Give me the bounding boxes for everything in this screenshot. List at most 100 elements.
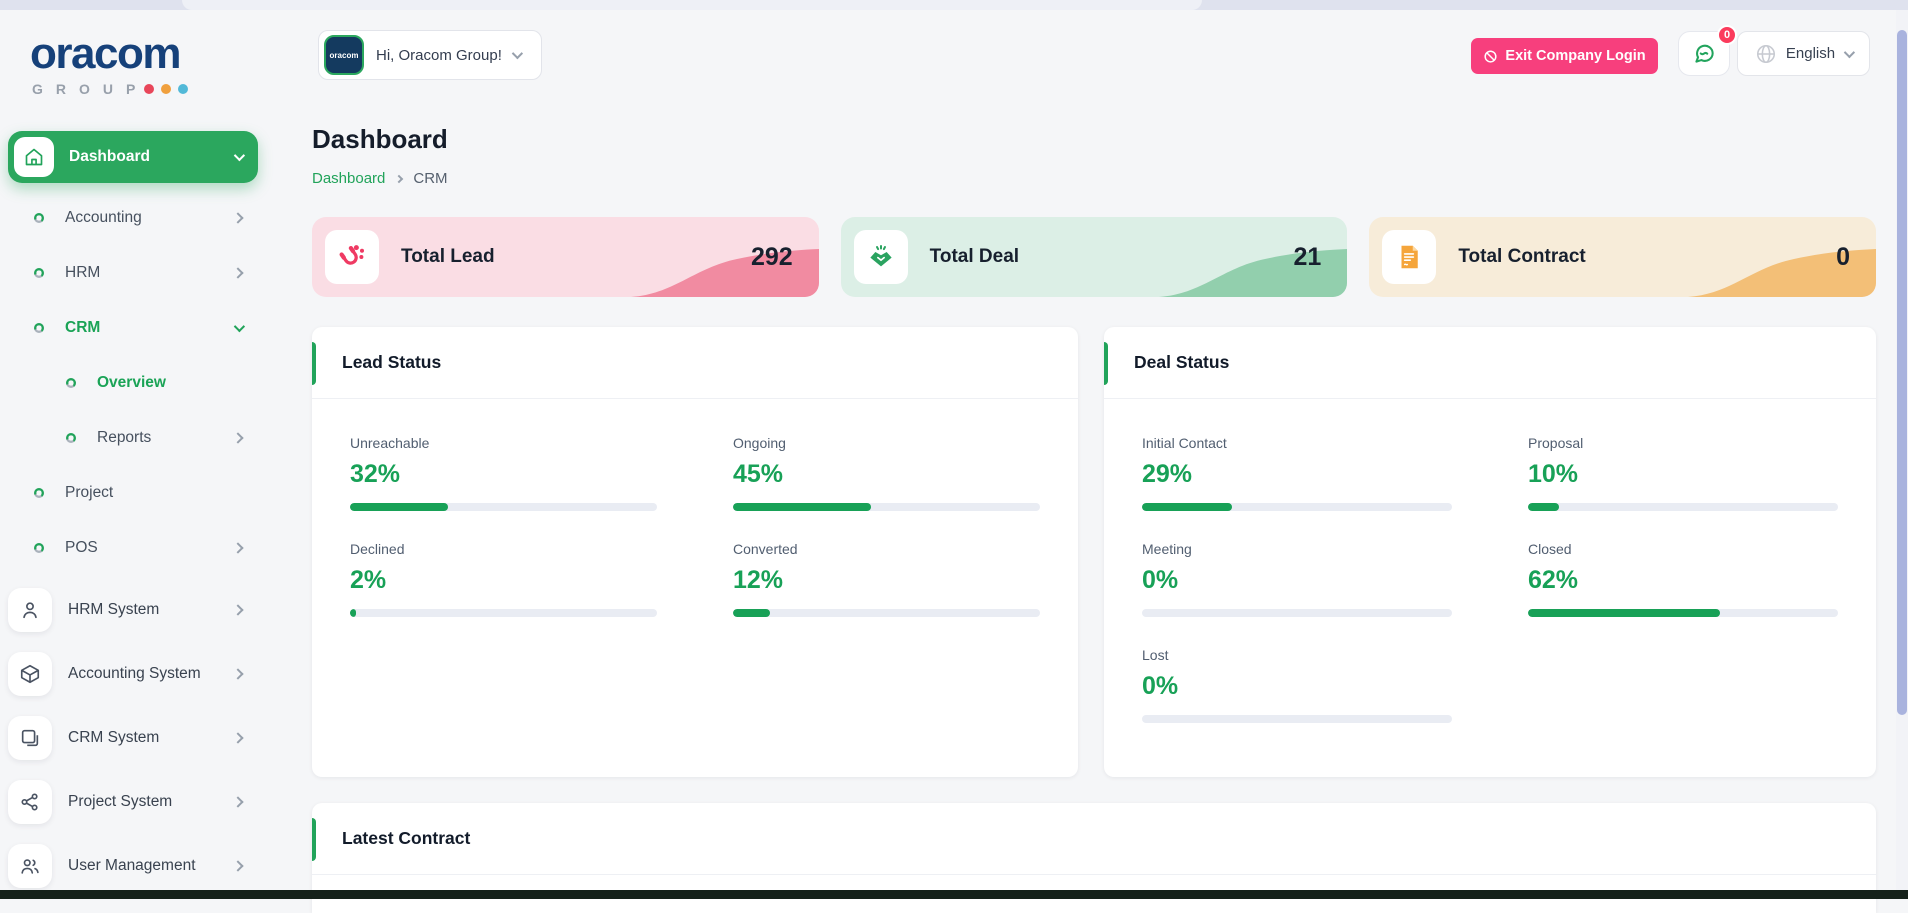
bullet-icon (66, 433, 76, 443)
chevron-right-icon (232, 796, 244, 808)
sidebar-item-project[interactable]: Project (8, 470, 258, 516)
sidebar-item-crm-system[interactable]: CRM System (8, 708, 258, 768)
sidebar-item-user-management[interactable]: User Management (8, 836, 258, 896)
sidebar-item-crm-reports[interactable]: Reports (8, 415, 258, 461)
language-label: English (1785, 45, 1836, 62)
bullet-icon (34, 323, 44, 333)
brand-logo: oracom GROUP (30, 32, 240, 97)
stat-value: 0 (1836, 242, 1851, 271)
sidebar-item-label: Project (65, 484, 114, 501)
progress-track (1528, 609, 1838, 617)
browser-tab-shape (182, 0, 1202, 10)
browser-top-strip (0, 0, 1908, 10)
sidebar-item-label: Project System (68, 793, 173, 810)
stat-label: Total Deal (929, 246, 1020, 267)
sidebar-item-hrm-system[interactable]: HRM System (8, 580, 258, 640)
users-icon (8, 844, 52, 888)
metric-label: Meeting (1142, 541, 1192, 557)
person-icon (8, 588, 52, 632)
stat-value: 292 (750, 242, 793, 271)
sidebar-item-label: CRM System (68, 729, 160, 746)
accent-bar (1104, 342, 1108, 385)
metric-label: Declined (350, 541, 405, 557)
chevron-down-icon (233, 149, 246, 162)
scrollbar-thumb[interactable] (1897, 30, 1907, 715)
page-title: Dashboard (312, 124, 448, 154)
metric-value: 10% (1528, 460, 1579, 488)
sidebar-item-accounting-system[interactable]: Accounting System (8, 644, 258, 704)
contract-document-icon (1382, 230, 1437, 284)
sidebar-item-hrm[interactable]: HRM (8, 250, 258, 296)
status-row: Lead Status Unreachable 32% Ongoing 45% … (312, 327, 1876, 777)
metric-label: Ongoing (733, 435, 786, 451)
metric-unreachable: Unreachable 32% (350, 435, 657, 511)
deal-status-panel: Deal Status Initial Contact 29% Proposal… (1104, 327, 1876, 777)
metric-label: Proposal (1528, 435, 1584, 451)
metric-value: 0% (1142, 566, 1179, 594)
sidebar-item-crm-overview[interactable]: Overview (8, 360, 258, 406)
progress-track (350, 503, 657, 511)
metric-value: 29% (1142, 460, 1193, 488)
metric-label: Unreachable (350, 435, 430, 451)
sidebar-item-pos[interactable]: POS (8, 525, 258, 571)
metric-proposal: Proposal 10% (1528, 435, 1838, 511)
metric-closed: Closed 62% (1528, 541, 1838, 617)
share-nodes-icon (8, 780, 52, 824)
deal-metrics: Initial Contact 29% Proposal 10% Meeting… (1104, 399, 1876, 759)
panel-header: Lead Status (312, 327, 1078, 399)
chevron-down-icon (511, 47, 523, 60)
total-contract-card: Total Contract 0 (1369, 217, 1877, 297)
sidebar-item-dashboard[interactable]: Dashboard (8, 131, 258, 183)
handshake-icon (853, 230, 908, 284)
bullet-icon (34, 213, 44, 223)
lead-status-panel: Lead Status Unreachable 32% Ongoing 45% … (312, 327, 1078, 777)
metric-value: 62% (1528, 566, 1579, 594)
exit-company-login-button[interactable]: Exit Company Login (1471, 38, 1658, 74)
chevron-right-icon (232, 542, 244, 554)
wave-decoration (1159, 249, 1348, 297)
user-menu[interactable]: oracom Hi, Oracom Group! (318, 30, 542, 80)
sidebar-item-label: User Management (68, 857, 196, 874)
chevron-right-icon (232, 860, 244, 872)
breadcrumb-current: CRM (413, 170, 448, 187)
progress-track (733, 503, 1040, 511)
ban-icon (1484, 49, 1497, 63)
metric-label: Initial Contact (1142, 435, 1227, 451)
metric-ongoing: Ongoing 45% (733, 435, 1040, 511)
stat-label: Total Contract (1458, 246, 1586, 267)
metric-meeting: Meeting 0% (1142, 541, 1452, 617)
metric-label: Closed (1528, 541, 1572, 557)
chevron-right-icon (232, 604, 244, 616)
sidebar-item-label: Reports (97, 429, 152, 446)
sidebar-item-crm[interactable]: CRM (8, 305, 258, 351)
metric-label: Converted (733, 541, 798, 557)
sidebar-item-accounting[interactable]: Accounting (8, 195, 258, 241)
metric-value: 32% (350, 460, 401, 488)
metric-converted: Converted 12% (733, 541, 1040, 617)
chevron-right-icon (232, 732, 244, 744)
sidebar: oracom GROUP Dashboard Accounting HRM (0, 10, 266, 890)
metric-declined: Declined 2% (350, 541, 657, 617)
total-lead-card: Total Lead 292 (312, 217, 819, 297)
metric-value: 0% (1142, 672, 1179, 700)
wave-decoration (630, 249, 819, 297)
sidebar-item-label: CRM (65, 319, 101, 336)
chevron-right-icon (232, 212, 244, 224)
progress-track (1142, 715, 1452, 723)
taskbar-edge (0, 890, 1908, 899)
page-scrollbar[interactable] (1896, 10, 1908, 890)
bullet-icon (34, 543, 44, 553)
chat-button[interactable]: 0 (1678, 25, 1737, 76)
total-deal-card: Total Deal 21 (840, 217, 1348, 297)
main-content: Dashboard Dashboard CRM Total Lead 292 (312, 10, 1877, 913)
sidebar-item-project-system[interactable]: Project System (8, 772, 258, 832)
language-selector[interactable]: English (1737, 31, 1870, 76)
brand-dots (144, 84, 189, 94)
exit-button-label: Exit Company Login (1505, 48, 1646, 64)
sidebar-item-label: POS (65, 539, 98, 556)
breadcrumb-dashboard-link[interactable]: Dashboard (312, 170, 386, 187)
panel-header: Deal Status (1104, 327, 1876, 399)
progress-track (350, 609, 657, 617)
sidebar-item-label: Overview (97, 374, 166, 391)
sidebar-item-label: Dashboard (69, 148, 150, 165)
